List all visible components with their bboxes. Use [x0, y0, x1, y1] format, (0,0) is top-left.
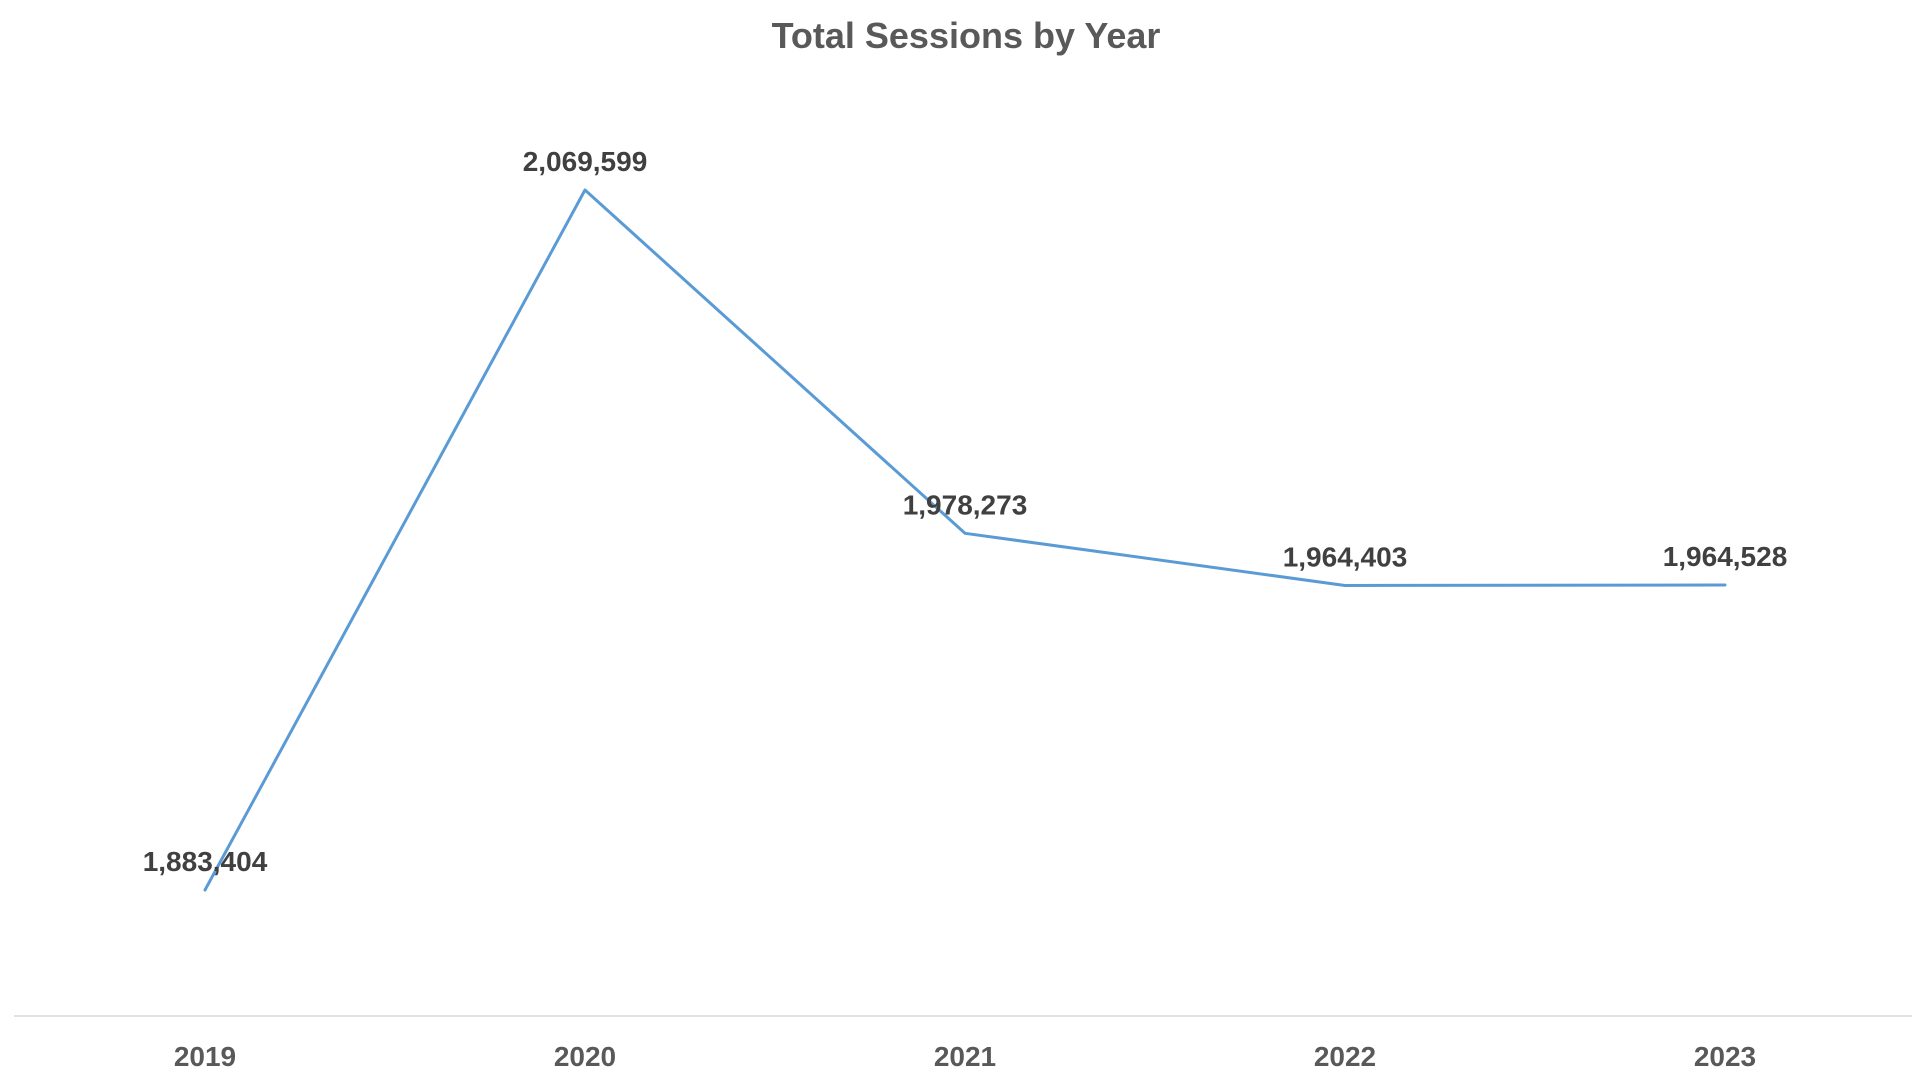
data-point-2022: [1342, 582, 1348, 588]
data-label-2019: 1,883,404: [143, 846, 268, 877]
x-tick-layer: 2019 2020 2021 2022 2023: [174, 1041, 1756, 1072]
data-point-2020: [582, 187, 588, 193]
data-label-2021: 1,978,273: [903, 489, 1028, 520]
chart-title: Total Sessions by Year: [772, 15, 1161, 56]
data-point-2021: [962, 530, 968, 536]
data-label-2020: 2,069,599: [523, 146, 648, 177]
data-point-2023: [1722, 582, 1728, 588]
data-label-2023: 1,964,528: [1663, 541, 1788, 572]
data-point-2019: [202, 887, 208, 893]
x-tick-label-2023: 2023: [1694, 1041, 1756, 1072]
series-layer: [202, 187, 1728, 893]
data-label-2022: 1,964,403: [1283, 541, 1408, 572]
x-tick-label-2021: 2021: [934, 1041, 996, 1072]
x-tick-label-2022: 2022: [1314, 1041, 1376, 1072]
x-tick-label-2019: 2019: [174, 1041, 236, 1072]
series-line: [203, 188, 1727, 892]
x-tick-label-2020: 2020: [554, 1041, 616, 1072]
data-label-layer: 1,883,404 2,069,599 1,978,273 1,964,403 1,96…: [143, 146, 1788, 877]
